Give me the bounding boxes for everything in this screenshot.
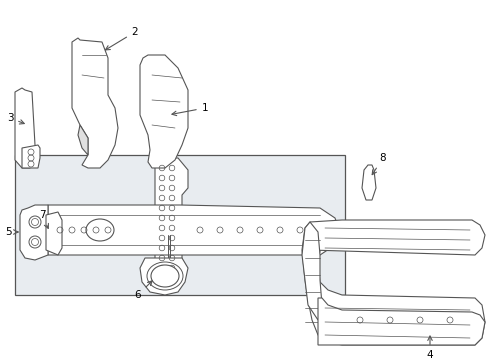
Polygon shape [20,205,48,260]
Polygon shape [48,205,340,255]
Polygon shape [318,298,485,345]
Text: 6: 6 [135,281,152,300]
Text: 8: 8 [372,153,386,175]
Polygon shape [15,88,38,168]
Text: 2: 2 [105,27,138,50]
Polygon shape [140,55,188,168]
Polygon shape [155,158,188,285]
Polygon shape [302,222,322,320]
Text: 4: 4 [427,336,433,360]
FancyBboxPatch shape [15,155,345,295]
Polygon shape [310,220,485,255]
Ellipse shape [151,265,179,287]
Polygon shape [46,212,62,255]
Ellipse shape [86,219,114,241]
Text: 5: 5 [5,227,18,237]
Polygon shape [140,258,188,295]
Text: 7: 7 [39,210,49,228]
Text: 3: 3 [7,113,24,124]
Text: 1: 1 [172,103,208,116]
Polygon shape [362,165,376,200]
Polygon shape [78,125,88,155]
Polygon shape [72,38,118,168]
Polygon shape [302,222,485,345]
Polygon shape [22,145,40,168]
